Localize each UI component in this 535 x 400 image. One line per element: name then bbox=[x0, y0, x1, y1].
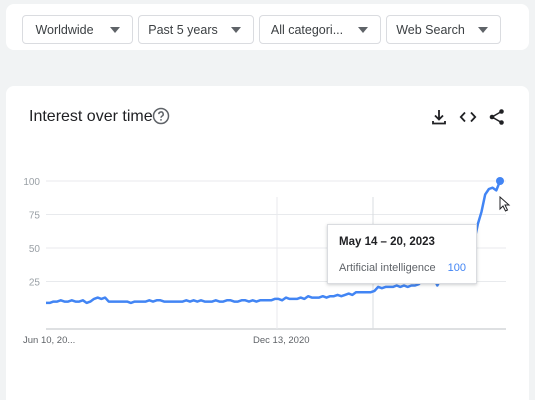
series-point[interactable] bbox=[496, 177, 504, 185]
download-icon[interactable] bbox=[430, 108, 448, 126]
x-tick-label: Dec 13, 2020 bbox=[253, 335, 310, 346]
chevron-down-icon bbox=[231, 27, 241, 33]
region-filter-label: Worldwide bbox=[35, 23, 94, 37]
tooltip-term: Artificial intelligence bbox=[339, 262, 436, 274]
search-type-filter[interactable]: Web Search bbox=[386, 15, 501, 44]
y-tick-label: 25 bbox=[29, 278, 41, 289]
help-icon[interactable] bbox=[152, 107, 170, 125]
embed-code-icon[interactable] bbox=[459, 108, 477, 126]
chevron-down-icon bbox=[110, 27, 120, 33]
y-tick-label: 100 bbox=[23, 177, 40, 188]
time-range-filter-label: Past 5 years bbox=[148, 23, 218, 37]
tooltip-date: May 14 – 20, 2023 bbox=[339, 236, 435, 248]
mouse-pointer-icon bbox=[499, 196, 511, 212]
tooltip-value: 100 bbox=[447, 262, 466, 274]
search-type-filter-label: Web Search bbox=[396, 23, 465, 37]
chevron-down-icon bbox=[478, 27, 488, 33]
category-filter[interactable]: All categori... bbox=[259, 15, 381, 44]
interest-chart: 25 50 75 100 Jun 10, 20... Dec 13, 2020 bbox=[23, 177, 506, 346]
chart-tooltip: May 14 – 20, 2023 Artificial intelligenc… bbox=[327, 224, 477, 284]
x-tick-label: Jun 10, 20... bbox=[23, 335, 75, 346]
y-tick-label: 75 bbox=[29, 211, 41, 222]
category-filter-label: All categori... bbox=[270, 23, 344, 37]
card-title: Interest over time bbox=[29, 108, 153, 125]
y-tick-label: 50 bbox=[29, 244, 41, 255]
time-range-filter[interactable]: Past 5 years bbox=[138, 15, 254, 44]
share-icon[interactable] bbox=[488, 108, 506, 126]
filter-bar: Worldwide Past 5 years All categori... W… bbox=[6, 4, 529, 50]
chevron-down-icon bbox=[358, 27, 368, 33]
region-filter[interactable]: Worldwide bbox=[22, 15, 133, 44]
